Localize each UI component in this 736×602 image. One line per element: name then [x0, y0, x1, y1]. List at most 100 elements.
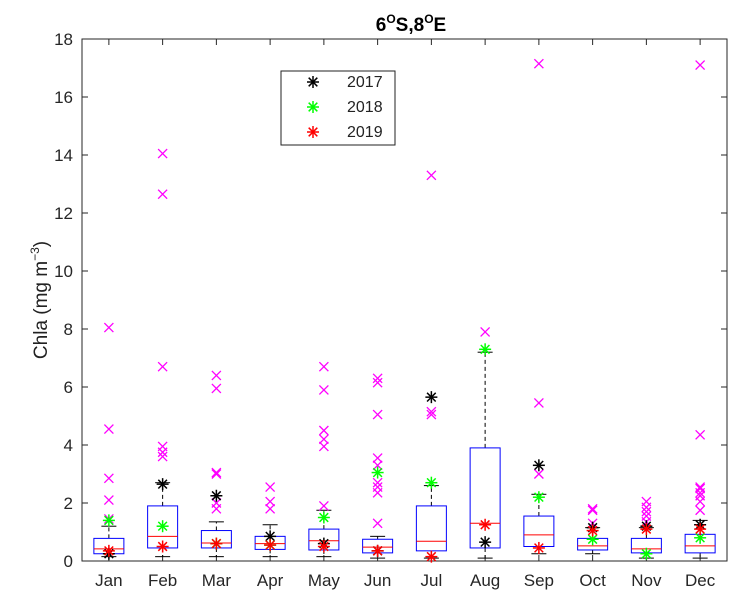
y-tick-label: 8	[64, 320, 73, 339]
outlier-point-stroke	[372, 482, 383, 493]
outlier-point-stroke	[533, 397, 544, 408]
series-point-2017	[156, 478, 169, 491]
series-point-2019	[586, 524, 599, 537]
series-point-2019	[640, 523, 653, 536]
outlier-point-stroke	[372, 377, 383, 388]
x-tick-label-jan: Jan	[95, 571, 122, 590]
outlier-point-stroke	[641, 511, 652, 522]
outlier-point-stroke	[157, 148, 168, 159]
outlier-point-stroke	[103, 495, 114, 506]
outlier-point	[157, 189, 168, 200]
legend-marker-2018-stroke	[308, 102, 318, 112]
outlier-point-stroke	[211, 383, 222, 394]
outlier-point-stroke	[695, 505, 706, 516]
outlier-point	[695, 429, 706, 440]
outlier-point-stroke	[695, 482, 706, 493]
outlier-point	[157, 148, 168, 159]
title-degree-sup: O	[424, 12, 433, 26]
outlier-point-stroke	[372, 477, 383, 488]
legend-label-2017: 2017	[347, 74, 383, 91]
series-point-2017-stroke	[157, 479, 168, 490]
series-point-2017-stroke	[426, 392, 437, 403]
outlier-point	[695, 482, 706, 493]
outlier-point	[103, 495, 114, 506]
outlier-point-stroke	[426, 406, 437, 417]
y-tick-label: 10	[54, 262, 73, 281]
outlier-point	[426, 170, 437, 181]
x-tick-label-may: May	[308, 571, 341, 590]
series-point-2017	[425, 391, 438, 404]
series-point-2018	[102, 514, 115, 527]
series-point-2019-stroke	[426, 551, 437, 562]
outlier-point	[372, 518, 383, 529]
x-tick-label-dec: Dec	[685, 571, 716, 590]
series-point-2019	[425, 550, 438, 563]
outlier-point	[426, 406, 437, 417]
outlier-point-stroke	[211, 469, 222, 479]
series-point-2019-stroke	[641, 524, 652, 534]
x-tick-label-jul: Jul	[421, 571, 443, 590]
series-point-2017-stroke	[211, 490, 222, 501]
outlier-point-stroke	[641, 506, 652, 517]
outlier-point-stroke	[211, 467, 222, 478]
y-tick-label: 6	[64, 378, 73, 397]
title-part: S,8	[396, 15, 425, 36]
y-tick-label: 14	[54, 146, 73, 165]
y-tick-label: 0	[64, 552, 73, 571]
outlier-point-stroke	[372, 373, 383, 384]
box-jun	[362, 373, 394, 559]
series-point-2019	[694, 523, 707, 536]
outlier-point	[157, 441, 168, 452]
x-tick-label-apr: Apr	[257, 571, 284, 590]
outlier-point	[157, 361, 168, 372]
legend-marker-2019-stroke	[308, 127, 318, 137]
outlier-point	[372, 373, 383, 384]
series-point-2017	[210, 489, 223, 502]
series-point-2019-stroke	[104, 545, 114, 556]
plot-area: 0 2 4 6 8 10 12 14 16 18 Jan Feb Mar Apr May Jun Jul Aug S…	[54, 30, 728, 590]
outlier-point	[695, 483, 706, 494]
outlier-point	[587, 505, 598, 516]
outlier-point-stroke	[372, 409, 383, 420]
y-tick-label: 4	[64, 436, 73, 455]
outlier-point	[695, 505, 706, 516]
series-point-2019	[532, 541, 545, 554]
legend-marker-2018	[307, 101, 319, 113]
outlier-point	[426, 409, 437, 420]
outlier-point-stroke	[211, 370, 222, 381]
series-point-2019	[102, 544, 115, 557]
outlier-point	[318, 425, 329, 436]
outlier-point	[265, 482, 276, 493]
outlier-point	[157, 451, 168, 462]
outlier-point	[372, 409, 383, 420]
outlier-point-stroke	[103, 424, 114, 435]
x-tick-label-feb: Feb	[148, 571, 177, 590]
box-mar	[200, 370, 232, 558]
ylabel-part: )	[31, 241, 52, 247]
outlier-point	[265, 503, 276, 514]
series-point-2019-stroke	[211, 538, 222, 549]
y-tick-label: 12	[54, 204, 73, 223]
series-point-2019	[371, 544, 384, 557]
series-point-2018	[317, 511, 330, 524]
series-point-2018-stroke	[534, 492, 544, 503]
outlier-point	[641, 506, 652, 517]
outlier-point	[533, 397, 544, 408]
outlier-point	[480, 326, 491, 337]
outlier-point-stroke	[318, 384, 329, 395]
outlier-point-stroke	[372, 518, 383, 529]
series-point-2018	[425, 476, 438, 489]
series-point-2019-stroke	[265, 540, 275, 550]
x-tick-label-mar: Mar	[202, 571, 232, 590]
outlier-point	[211, 370, 222, 381]
outlier-point	[641, 496, 652, 507]
series-point-2019-stroke	[587, 525, 598, 536]
outlier-point	[587, 503, 598, 514]
series-point-2019	[479, 518, 492, 531]
outlier-point	[318, 500, 329, 511]
outlier-point	[318, 441, 329, 452]
outlier-point-stroke	[695, 60, 706, 71]
outlier-point-stroke	[695, 483, 706, 494]
